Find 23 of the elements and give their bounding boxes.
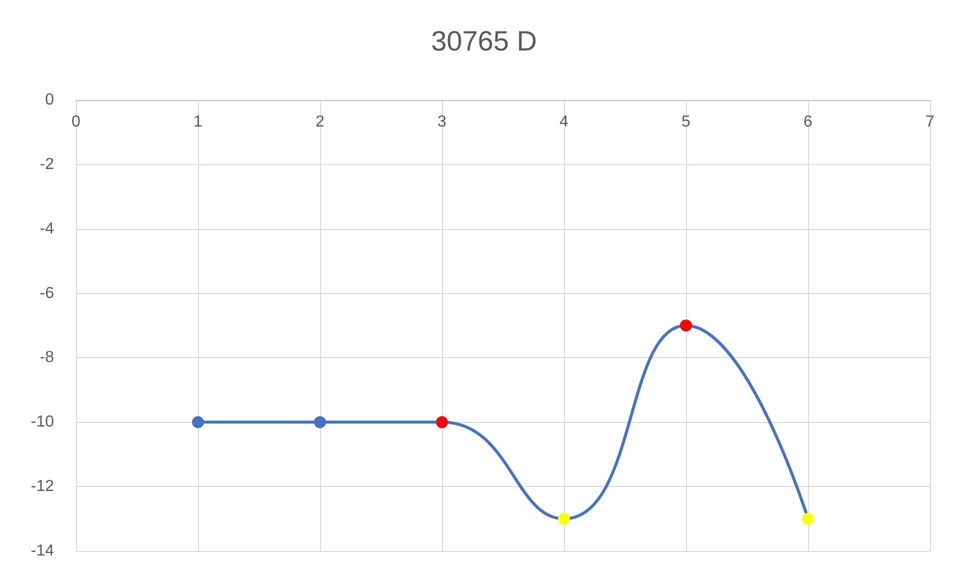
y-tick-label: -14 [30, 542, 54, 560]
point [802, 512, 814, 525]
y-tick-label: -6 [40, 284, 54, 302]
y-tick-label: -10 [30, 414, 54, 431]
x-tick-label: 1 [194, 114, 203, 130]
point [314, 416, 326, 428]
point [436, 416, 448, 428]
y-tick-label: -8 [40, 349, 54, 366]
x-tick-label: 6 [804, 114, 813, 130]
y-tick-label: 0 [45, 92, 54, 108]
y-tick-label: -12 [30, 478, 54, 496]
point [192, 416, 204, 428]
point [680, 320, 692, 332]
x-tick-label: 7 [926, 114, 935, 130]
y-tick-label: -2 [40, 156, 54, 173]
x-tick-label: 2 [316, 114, 325, 130]
x-tick-label: 4 [560, 114, 569, 130]
x-tick-label: 3 [438, 114, 447, 130]
chart-title: 30765 D [431, 26, 537, 56]
point [558, 512, 570, 525]
y-tick-label: -4 [40, 220, 54, 238]
x-tick-label: 5 [682, 114, 691, 130]
x-tick-label: 0 [72, 114, 81, 130]
